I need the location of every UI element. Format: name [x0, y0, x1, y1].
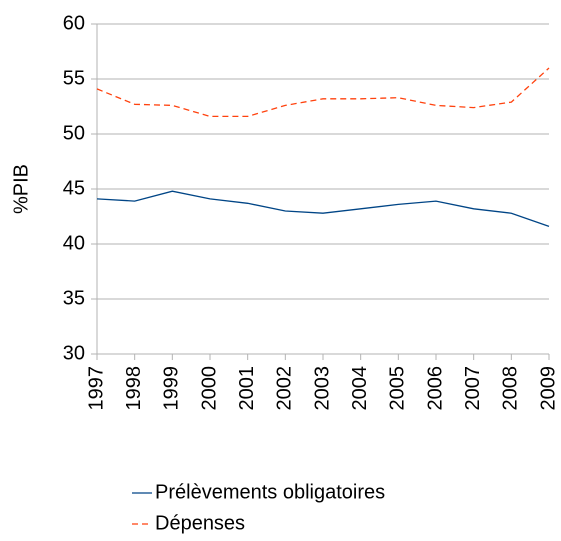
y-tick-label: 30: [63, 342, 85, 364]
x-tick-label: 1997: [85, 366, 107, 411]
x-tick-label: 1998: [123, 366, 145, 411]
x-tick-label: 2006: [424, 366, 446, 411]
x-tick-label: 2002: [274, 366, 296, 411]
legend-label: Prélèvements obligatoires: [155, 481, 385, 503]
y-tick-label: 35: [63, 287, 85, 309]
x-tick-label: 2000: [198, 366, 220, 411]
series-line: [96, 67, 550, 118]
x-tick-label: 2008: [500, 366, 522, 411]
x-tick-label: 2005: [387, 366, 409, 411]
x-tick-label: 2003: [311, 366, 333, 411]
x-tick-label: 2004: [349, 366, 371, 411]
y-tick-label: 40: [63, 232, 85, 254]
x-tick-label: 2007: [462, 366, 484, 411]
x-tick-label: 2001: [236, 366, 258, 411]
y-tick-label: 60: [63, 12, 85, 34]
y-axis-title: %PIB: [10, 164, 32, 214]
series-line: [96, 190, 550, 228]
y-tick-label: 45: [63, 177, 85, 199]
x-tick-label: 2009: [537, 366, 559, 411]
x-tick-label: 1999: [161, 366, 183, 411]
y-tick-label: 50: [63, 122, 85, 144]
y-tick-label: 55: [63, 67, 85, 89]
legend-label: Dépenses: [155, 512, 245, 534]
